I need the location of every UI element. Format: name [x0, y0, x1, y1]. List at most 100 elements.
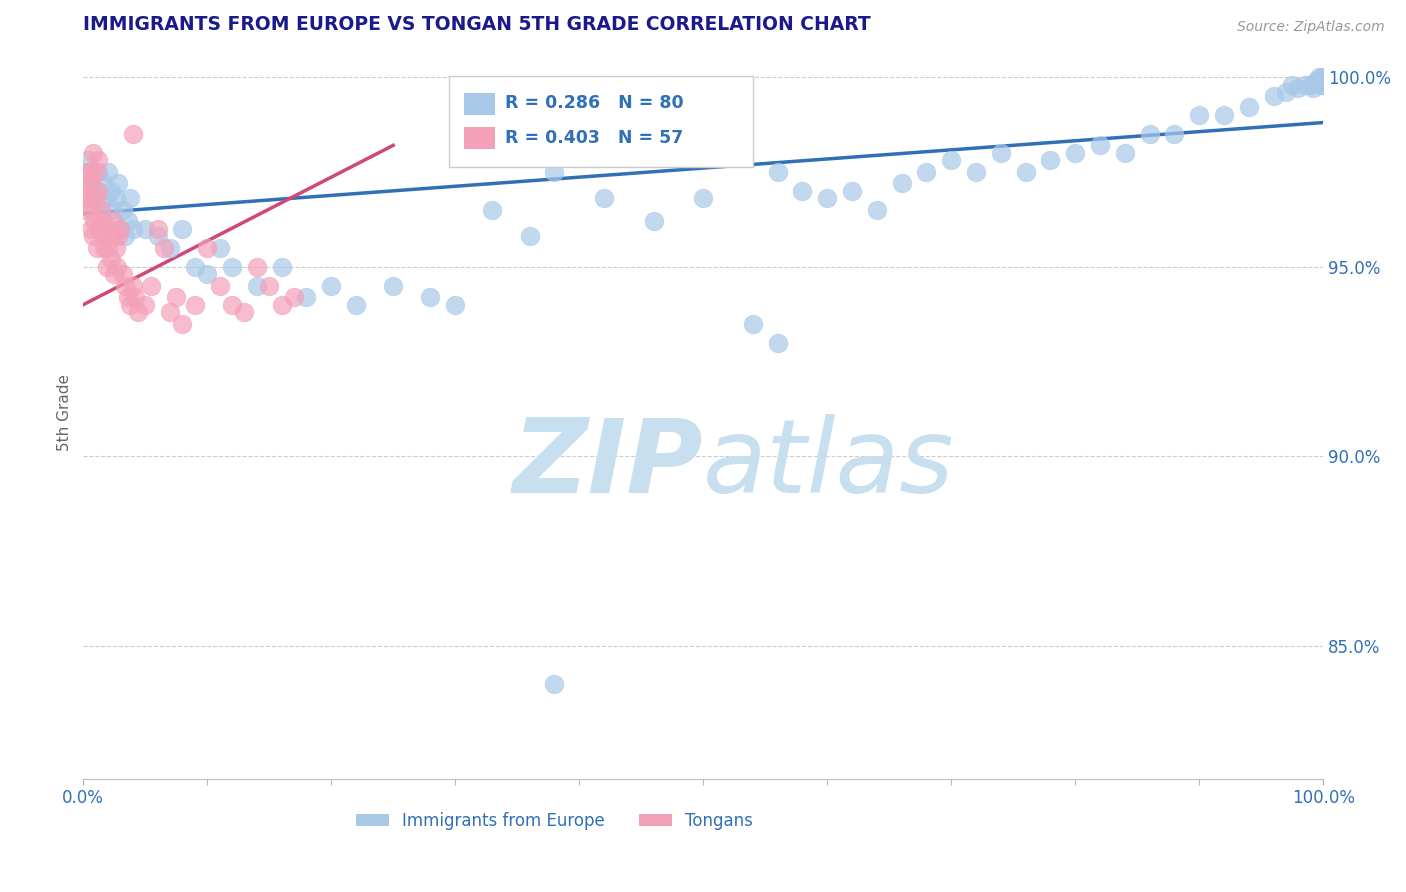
Point	[134, 298, 156, 312]
Text: Source: ZipAtlas.com: Source: ZipAtlas.com	[1237, 20, 1385, 34]
Text: IMMIGRANTS FROM EUROPE VS TONGAN 5TH GRADE CORRELATION CHART: IMMIGRANTS FROM EUROPE VS TONGAN 5TH GRA…	[83, 15, 872, 34]
Point	[91, 176, 114, 190]
Point	[246, 278, 269, 293]
Point	[915, 165, 938, 179]
Point	[1309, 78, 1331, 92]
Point	[87, 165, 110, 179]
Point	[195, 268, 218, 282]
Point	[87, 153, 110, 168]
FancyBboxPatch shape	[449, 76, 752, 168]
Point	[1237, 100, 1260, 114]
Point	[444, 298, 467, 312]
Point	[165, 290, 187, 304]
Point	[1281, 78, 1303, 92]
Point	[1213, 108, 1236, 122]
Point	[82, 229, 104, 244]
Point	[815, 191, 838, 205]
Point	[98, 221, 121, 235]
Point	[1263, 89, 1285, 103]
Point	[104, 191, 127, 205]
Point	[80, 165, 103, 179]
Point	[172, 221, 194, 235]
Point	[890, 176, 912, 190]
Point	[1312, 70, 1334, 84]
Point	[83, 214, 105, 228]
Point	[73, 202, 96, 217]
Point	[321, 278, 343, 293]
Point	[122, 221, 145, 235]
Point	[195, 241, 218, 255]
Point	[1308, 74, 1330, 88]
Point	[114, 229, 136, 244]
Point	[94, 221, 117, 235]
Point	[96, 260, 118, 274]
Point	[1308, 70, 1330, 84]
Point	[159, 241, 181, 255]
Point	[146, 221, 169, 235]
Point	[100, 184, 122, 198]
Point	[221, 260, 243, 274]
Point	[1312, 78, 1334, 92]
Point	[1139, 127, 1161, 141]
Point	[1294, 78, 1316, 92]
Point	[90, 214, 112, 228]
Point	[643, 214, 665, 228]
Point	[101, 229, 124, 244]
Point	[77, 165, 100, 179]
Point	[94, 191, 117, 205]
Point	[866, 202, 889, 217]
Point	[97, 241, 120, 255]
Point	[1014, 165, 1036, 179]
Point	[134, 221, 156, 235]
FancyBboxPatch shape	[464, 93, 495, 115]
Point	[101, 202, 124, 217]
Text: atlas: atlas	[703, 414, 955, 514]
Point	[110, 221, 132, 235]
Point	[91, 229, 114, 244]
Point	[80, 221, 103, 235]
Point	[111, 268, 134, 282]
Point	[153, 241, 176, 255]
Point	[184, 260, 207, 274]
Point	[841, 184, 863, 198]
Point	[80, 176, 103, 190]
Point	[93, 241, 115, 255]
Point	[941, 153, 963, 168]
Point	[120, 298, 142, 312]
Point	[75, 165, 97, 179]
Point	[122, 127, 145, 141]
Point	[111, 202, 134, 217]
Point	[1299, 78, 1322, 92]
FancyBboxPatch shape	[464, 128, 495, 149]
Point	[208, 241, 231, 255]
Point	[100, 252, 122, 267]
Point	[76, 191, 98, 205]
Point	[1039, 153, 1062, 168]
Point	[283, 290, 305, 304]
Point	[82, 191, 104, 205]
Point	[97, 165, 120, 179]
Point	[1302, 81, 1324, 95]
Point	[1163, 127, 1185, 141]
Point	[519, 229, 541, 244]
Point	[127, 305, 149, 319]
Point	[344, 298, 367, 312]
Point	[692, 191, 714, 205]
Point	[122, 278, 145, 293]
Point	[103, 268, 125, 282]
Text: ZIP: ZIP	[513, 414, 703, 515]
Point	[86, 241, 108, 255]
Point	[141, 278, 163, 293]
Point	[270, 260, 292, 274]
Point	[741, 317, 763, 331]
Point	[208, 278, 231, 293]
Point	[382, 278, 405, 293]
Point	[481, 202, 503, 217]
Point	[75, 184, 97, 198]
Point	[82, 145, 104, 160]
Point	[766, 165, 789, 179]
Point	[87, 184, 110, 198]
Point	[1305, 74, 1327, 88]
Point	[1310, 74, 1333, 88]
Point	[270, 298, 292, 312]
